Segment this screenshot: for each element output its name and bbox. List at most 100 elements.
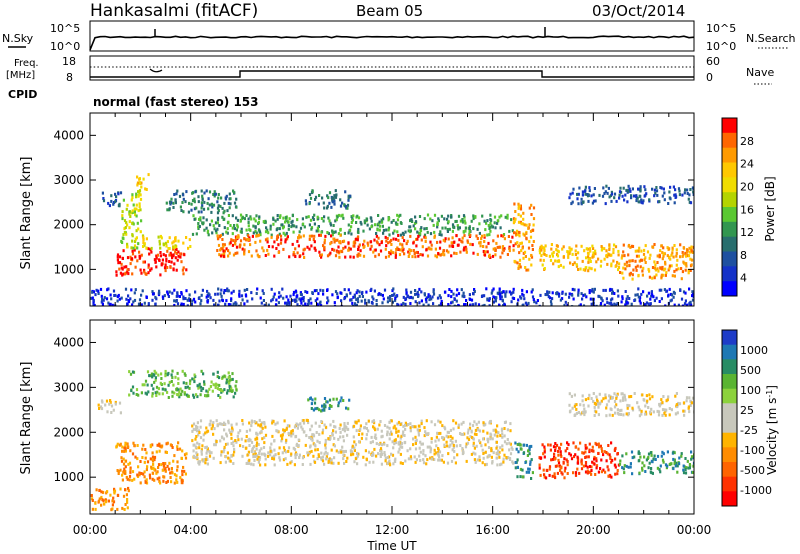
data-cell bbox=[690, 401, 693, 405]
data-cell bbox=[257, 460, 260, 464]
data-cell bbox=[396, 213, 399, 217]
data-cell bbox=[574, 249, 577, 253]
data-cell bbox=[433, 423, 437, 427]
data-cell bbox=[245, 214, 248, 217]
data-cell bbox=[551, 291, 554, 295]
data-cell bbox=[137, 465, 140, 469]
data-cell bbox=[99, 287, 103, 291]
data-cell bbox=[525, 223, 528, 227]
data-cell bbox=[166, 373, 169, 377]
data-cell bbox=[293, 425, 297, 429]
data-cell bbox=[308, 247, 311, 251]
data-cell bbox=[373, 435, 376, 439]
data-cell bbox=[232, 253, 236, 257]
data-cell bbox=[353, 446, 356, 450]
data-cell bbox=[582, 451, 585, 455]
data-cell bbox=[473, 446, 476, 450]
data-cell bbox=[98, 489, 101, 492]
data-cell bbox=[280, 238, 283, 242]
data-cell bbox=[688, 193, 691, 197]
data-cell bbox=[319, 233, 322, 237]
data-cell bbox=[350, 232, 353, 236]
data-cell bbox=[100, 407, 104, 411]
data-cell bbox=[550, 458, 553, 462]
data-cell bbox=[92, 290, 95, 294]
data-cell bbox=[539, 473, 542, 477]
data-cell bbox=[164, 269, 167, 273]
data-cell bbox=[641, 273, 644, 277]
data-cell bbox=[119, 487, 122, 491]
data-cell bbox=[360, 222, 363, 226]
data-cell bbox=[623, 254, 626, 258]
data-cell bbox=[228, 384, 231, 388]
data-cell bbox=[508, 229, 511, 233]
data-cell bbox=[238, 292, 241, 296]
data-cell bbox=[129, 255, 132, 259]
colorbar-tick-label: 20 bbox=[740, 180, 754, 193]
colorbar-swatch bbox=[722, 266, 737, 282]
data-cell bbox=[530, 290, 533, 294]
data-cell bbox=[399, 445, 402, 449]
data-cell bbox=[124, 441, 127, 445]
data-cell bbox=[260, 301, 263, 305]
data-cell bbox=[262, 220, 265, 224]
data-cell bbox=[108, 303, 111, 306]
data-cell bbox=[659, 470, 662, 474]
data-cell bbox=[357, 216, 361, 220]
data-cell bbox=[654, 458, 657, 461]
data-cell bbox=[621, 254, 624, 258]
data-cell bbox=[583, 413, 586, 417]
data-cell bbox=[166, 249, 169, 253]
data-cell bbox=[106, 288, 109, 292]
data-cell bbox=[641, 393, 644, 397]
data-cell bbox=[328, 457, 331, 461]
data-cell bbox=[195, 206, 198, 210]
data-cell bbox=[690, 455, 694, 459]
data-cell bbox=[451, 229, 454, 233]
data-cell bbox=[486, 297, 489, 301]
data-cell bbox=[447, 237, 450, 241]
data-cell bbox=[220, 294, 223, 298]
data-cell bbox=[614, 472, 617, 476]
data-cell bbox=[494, 428, 497, 432]
data-cell bbox=[680, 277, 683, 281]
data-cell bbox=[197, 227, 200, 230]
data-cell bbox=[625, 297, 628, 301]
data-cell bbox=[240, 437, 243, 441]
data-cell bbox=[151, 451, 154, 455]
data-cell bbox=[485, 221, 488, 225]
data-cell bbox=[276, 217, 279, 221]
data-cell bbox=[322, 201, 325, 205]
data-cell bbox=[484, 228, 487, 232]
data-cell bbox=[225, 299, 228, 303]
data-cell bbox=[206, 458, 209, 461]
data-cell bbox=[672, 290, 675, 294]
data-cell bbox=[582, 268, 585, 272]
data-cell bbox=[302, 421, 306, 425]
data-cell bbox=[486, 455, 489, 459]
data-cell bbox=[312, 408, 315, 412]
data-cell bbox=[275, 237, 279, 241]
data-cell bbox=[313, 222, 316, 226]
data-cell bbox=[179, 205, 182, 209]
data-cell bbox=[692, 245, 694, 249]
data-cell bbox=[536, 299, 539, 302]
data-cell bbox=[168, 260, 171, 263]
data-cell bbox=[585, 446, 589, 450]
data-cell bbox=[171, 369, 174, 373]
data-cell bbox=[355, 303, 358, 306]
data-cell bbox=[448, 227, 451, 231]
data-cell bbox=[624, 267, 627, 271]
data-cell bbox=[112, 408, 115, 412]
data-cell bbox=[162, 253, 165, 257]
data-cell bbox=[524, 266, 527, 269]
data-cell bbox=[217, 303, 220, 306]
data-cell bbox=[272, 217, 275, 221]
data-cell bbox=[439, 431, 442, 435]
data-cell bbox=[230, 436, 233, 440]
data-cell bbox=[464, 303, 467, 306]
data-cell bbox=[364, 301, 367, 305]
data-cell bbox=[161, 392, 164, 396]
data-cell bbox=[385, 228, 388, 232]
data-cell bbox=[665, 399, 668, 403]
